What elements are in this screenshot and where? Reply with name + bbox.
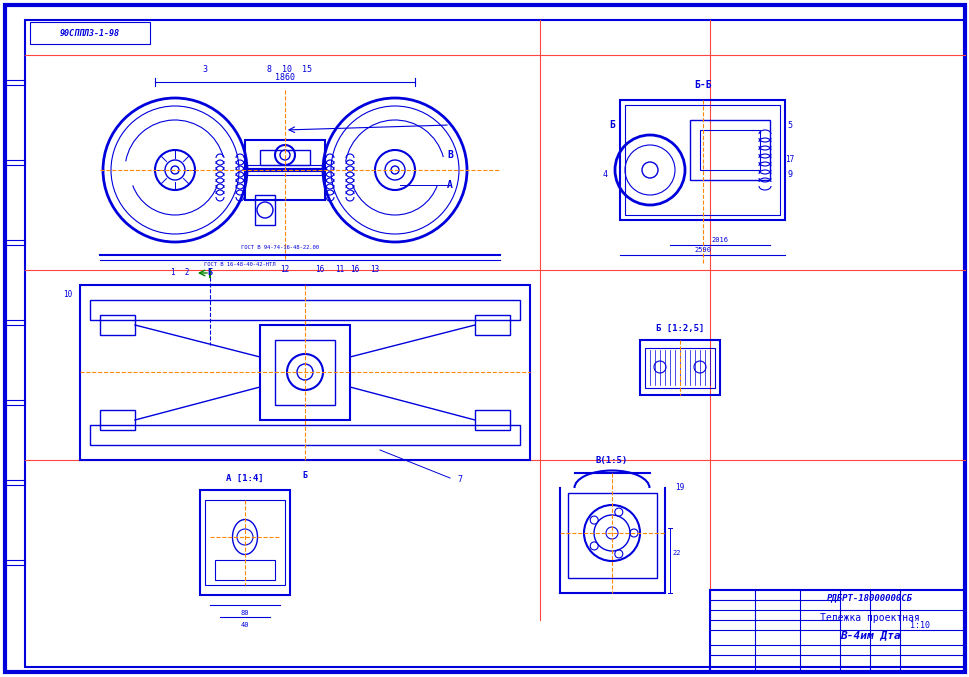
Bar <box>5 320 25 325</box>
Text: Б: Б <box>207 269 212 278</box>
Text: 9: 9 <box>787 171 792 179</box>
Text: ГОСТ В 94-74-16-48-22.00: ГОСТ В 94-74-16-48-22.00 <box>240 246 319 250</box>
Text: 16: 16 <box>315 265 325 274</box>
Bar <box>245 140 325 200</box>
Text: Б: Б <box>302 471 307 479</box>
Text: 40: 40 <box>240 622 249 628</box>
Text: 90СППЛ3-1-98: 90СППЛ3-1-98 <box>60 28 120 37</box>
Bar <box>475 410 510 430</box>
Text: 12: 12 <box>280 265 290 274</box>
Bar <box>5 240 25 245</box>
Text: 1:10: 1:10 <box>909 621 929 630</box>
Bar <box>204 500 285 585</box>
Bar <box>260 150 310 165</box>
Bar <box>100 410 135 430</box>
Text: 19: 19 <box>674 483 684 492</box>
Bar <box>644 348 714 388</box>
Text: Б: Б <box>609 120 614 130</box>
Bar <box>90 425 519 445</box>
Text: 2016: 2016 <box>711 237 728 243</box>
Text: 10: 10 <box>63 290 73 299</box>
Bar <box>275 340 334 405</box>
Bar <box>30 22 150 44</box>
Text: ГОСТ В 16-48-40-42-НТЛ: ГОСТ В 16-48-40-42-НТЛ <box>204 263 275 267</box>
Bar <box>5 560 25 565</box>
Text: 8  10  15: 8 10 15 <box>267 66 312 74</box>
Bar <box>475 315 510 335</box>
Text: 13: 13 <box>370 265 379 274</box>
Text: А [1:4]: А [1:4] <box>226 473 264 483</box>
Text: В: В <box>447 150 453 160</box>
Bar <box>90 300 519 320</box>
Text: В(1:5): В(1:5) <box>595 456 628 466</box>
Text: Б-Б: Б-Б <box>694 80 711 90</box>
Bar <box>79 285 529 460</box>
Text: 1  2: 1 2 <box>171 269 189 278</box>
Bar <box>255 195 275 225</box>
Bar <box>5 480 25 485</box>
Text: 4: 4 <box>602 171 607 179</box>
Text: 80: 80 <box>240 610 249 616</box>
Bar <box>624 105 779 215</box>
Text: 5: 5 <box>787 121 792 129</box>
Bar <box>700 130 760 170</box>
Bar <box>568 493 656 578</box>
Bar <box>5 400 25 405</box>
Text: Б [1:2,5]: Б [1:2,5] <box>655 324 703 332</box>
Text: 2590: 2590 <box>694 247 711 253</box>
Text: 16: 16 <box>350 265 359 274</box>
Text: 1860: 1860 <box>275 74 295 83</box>
Text: 17: 17 <box>785 156 794 165</box>
Bar <box>100 315 135 335</box>
Text: РДБРТ-18000000СБ: РДБРТ-18000000СБ <box>827 594 912 603</box>
Bar <box>709 590 964 672</box>
Bar <box>260 325 350 420</box>
Text: А: А <box>447 180 453 190</box>
Text: Тележка проектная: Тележка проектная <box>819 613 919 623</box>
Bar <box>5 80 25 85</box>
Text: 3: 3 <box>203 66 207 74</box>
Bar <box>215 560 275 580</box>
Text: 22: 22 <box>672 550 680 556</box>
Bar <box>619 100 784 220</box>
Text: 7: 7 <box>457 475 462 485</box>
Bar <box>5 160 25 165</box>
Bar <box>200 490 290 595</box>
Bar <box>640 340 719 395</box>
Bar <box>689 120 769 180</box>
Text: 11: 11 <box>335 265 344 274</box>
Text: В-4им Дта: В-4им Дта <box>839 630 899 640</box>
